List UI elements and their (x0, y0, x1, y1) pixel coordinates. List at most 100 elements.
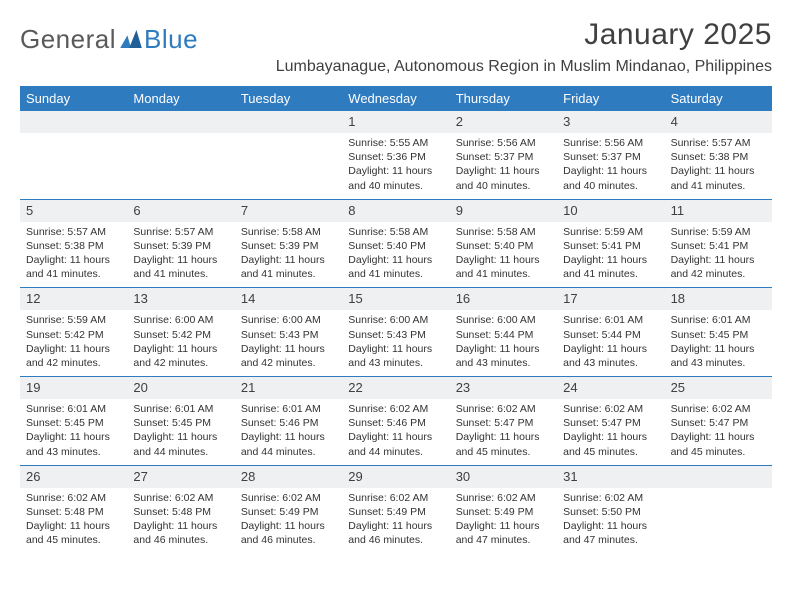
day-number: 17 (563, 291, 577, 306)
day-body: Sunrise: 5:56 AMSunset: 5:37 PMDaylight:… (557, 133, 664, 199)
sunrise-line: Sunrise: 6:02 AM (241, 491, 336, 505)
sunrise-line: Sunrise: 6:01 AM (26, 402, 121, 416)
day-number: 7 (241, 203, 248, 218)
calendar-weeks: 0001Sunrise: 5:55 AMSunset: 5:36 PMDayli… (20, 111, 772, 553)
sunrise-line: Sunrise: 6:01 AM (133, 402, 228, 416)
day-number: 23 (456, 380, 470, 395)
sunset-line: Sunset: 5:45 PM (133, 416, 228, 430)
sunrise-line: Sunrise: 6:01 AM (671, 313, 766, 327)
calendar-day: 26Sunrise: 6:02 AMSunset: 5:48 PMDayligh… (20, 466, 127, 554)
weekday-header-row: SundayMondayTuesdayWednesdayThursdayFrid… (20, 86, 772, 111)
daylight-line-1: Daylight: 11 hours (348, 430, 443, 444)
sunset-line: Sunset: 5:38 PM (26, 239, 121, 253)
sunrise-line: Sunrise: 5:56 AM (563, 136, 658, 150)
day-body: Sunrise: 5:57 AMSunset: 5:39 PMDaylight:… (127, 222, 234, 288)
calendar-day: 11Sunrise: 5:59 AMSunset: 5:41 PMDayligh… (665, 200, 772, 288)
day-number-row: 31 (557, 466, 664, 488)
calendar-day: 20Sunrise: 6:01 AMSunset: 5:45 PMDayligh… (127, 377, 234, 465)
daylight-line-1: Daylight: 11 hours (671, 164, 766, 178)
daylight-line-1: Daylight: 11 hours (671, 342, 766, 356)
day-number: 3 (563, 114, 570, 129)
day-body: Sunrise: 5:59 AMSunset: 5:42 PMDaylight:… (20, 310, 127, 376)
calendar-page: General Blue January 2025 Lumbayanague, … (0, 0, 792, 612)
sunset-line: Sunset: 5:36 PM (348, 150, 443, 164)
day-number-row: 13 (127, 288, 234, 310)
daylight-line-2: and 43 minutes. (456, 356, 551, 370)
calendar-day: 19Sunrise: 6:01 AMSunset: 5:45 PMDayligh… (20, 377, 127, 465)
daylight-line-1: Daylight: 11 hours (241, 342, 336, 356)
day-number-row: 23 (450, 377, 557, 399)
calendar-week: 5Sunrise: 5:57 AMSunset: 5:38 PMDaylight… (20, 200, 772, 289)
sunset-line: Sunset: 5:41 PM (563, 239, 658, 253)
sunset-line: Sunset: 5:45 PM (26, 416, 121, 430)
day-body: Sunrise: 6:01 AMSunset: 5:44 PMDaylight:… (557, 310, 664, 376)
sunrise-line: Sunrise: 6:02 AM (348, 402, 443, 416)
daylight-line-2: and 44 minutes. (133, 445, 228, 459)
brand-text-general: General (20, 24, 116, 55)
weekday-header: Thursday (450, 86, 557, 111)
daylight-line-1: Daylight: 11 hours (133, 253, 228, 267)
calendar-week: 0001Sunrise: 5:55 AMSunset: 5:36 PMDayli… (20, 111, 772, 200)
calendar-day: 9Sunrise: 5:58 AMSunset: 5:40 PMDaylight… (450, 200, 557, 288)
daylight-line-1: Daylight: 11 hours (241, 253, 336, 267)
daylight-line-1: Daylight: 11 hours (26, 519, 121, 533)
sunset-line: Sunset: 5:37 PM (563, 150, 658, 164)
daylight-line-2: and 43 minutes. (348, 356, 443, 370)
daylight-line-1: Daylight: 11 hours (671, 253, 766, 267)
sunset-line: Sunset: 5:46 PM (348, 416, 443, 430)
calendar-day: 2Sunrise: 5:56 AMSunset: 5:37 PMDaylight… (450, 111, 557, 199)
calendar-week: 19Sunrise: 6:01 AMSunset: 5:45 PMDayligh… (20, 377, 772, 466)
sunrise-line: Sunrise: 6:02 AM (456, 491, 551, 505)
daylight-line-1: Daylight: 11 hours (348, 164, 443, 178)
day-number-row: 0 (127, 111, 234, 133)
sunset-line: Sunset: 5:43 PM (348, 328, 443, 342)
day-body: Sunrise: 6:01 AMSunset: 5:45 PMDaylight:… (20, 399, 127, 465)
day-number: 31 (563, 469, 577, 484)
sunset-line: Sunset: 5:44 PM (456, 328, 551, 342)
daylight-line-2: and 41 minutes. (456, 267, 551, 281)
calendar-day: 13Sunrise: 6:00 AMSunset: 5:42 PMDayligh… (127, 288, 234, 376)
day-number: 21 (241, 380, 255, 395)
daylight-line-2: and 42 minutes. (241, 356, 336, 370)
sunrise-line: Sunrise: 5:56 AM (456, 136, 551, 150)
day-body: Sunrise: 6:02 AMSunset: 5:47 PMDaylight:… (450, 399, 557, 465)
day-body (235, 133, 342, 142)
calendar-day: 8Sunrise: 5:58 AMSunset: 5:40 PMDaylight… (342, 200, 449, 288)
daylight-line-2: and 46 minutes. (241, 533, 336, 547)
calendar-day: 28Sunrise: 6:02 AMSunset: 5:49 PMDayligh… (235, 466, 342, 554)
daylight-line-1: Daylight: 11 hours (456, 342, 551, 356)
location-subtitle: Lumbayanague, Autonomous Region in Musli… (276, 58, 772, 76)
day-number-row: 8 (342, 200, 449, 222)
daylight-line-2: and 41 minutes. (241, 267, 336, 281)
sunrise-line: Sunrise: 6:00 AM (241, 313, 336, 327)
daylight-line-1: Daylight: 11 hours (26, 430, 121, 444)
day-number: 13 (133, 291, 147, 306)
sunset-line: Sunset: 5:46 PM (241, 416, 336, 430)
sunset-line: Sunset: 5:43 PM (241, 328, 336, 342)
daylight-line-1: Daylight: 11 hours (26, 342, 121, 356)
daylight-line-2: and 43 minutes. (563, 356, 658, 370)
daylight-line-2: and 40 minutes. (456, 179, 551, 193)
day-body: Sunrise: 5:58 AMSunset: 5:40 PMDaylight:… (450, 222, 557, 288)
brand-mark-icon (120, 30, 142, 48)
daylight-line-1: Daylight: 11 hours (241, 519, 336, 533)
daylight-line-1: Daylight: 11 hours (26, 253, 121, 267)
daylight-line-2: and 42 minutes. (671, 267, 766, 281)
day-number: 30 (456, 469, 470, 484)
daylight-line-2: and 41 minutes. (348, 267, 443, 281)
daylight-line-2: and 43 minutes. (26, 445, 121, 459)
sunset-line: Sunset: 5:45 PM (671, 328, 766, 342)
day-number: 10 (563, 203, 577, 218)
day-body: Sunrise: 6:00 AMSunset: 5:43 PMDaylight:… (342, 310, 449, 376)
day-number: 1 (348, 114, 355, 129)
day-number: 14 (241, 291, 255, 306)
day-number-row: 7 (235, 200, 342, 222)
daylight-line-1: Daylight: 11 hours (456, 430, 551, 444)
day-number-row: 28 (235, 466, 342, 488)
sunrise-line: Sunrise: 5:58 AM (241, 225, 336, 239)
calendar-day: 25Sunrise: 6:02 AMSunset: 5:47 PMDayligh… (665, 377, 772, 465)
day-number: 11 (671, 203, 685, 218)
day-number: 22 (348, 380, 362, 395)
calendar-day: 27Sunrise: 6:02 AMSunset: 5:48 PMDayligh… (127, 466, 234, 554)
day-number-row: 4 (665, 111, 772, 133)
